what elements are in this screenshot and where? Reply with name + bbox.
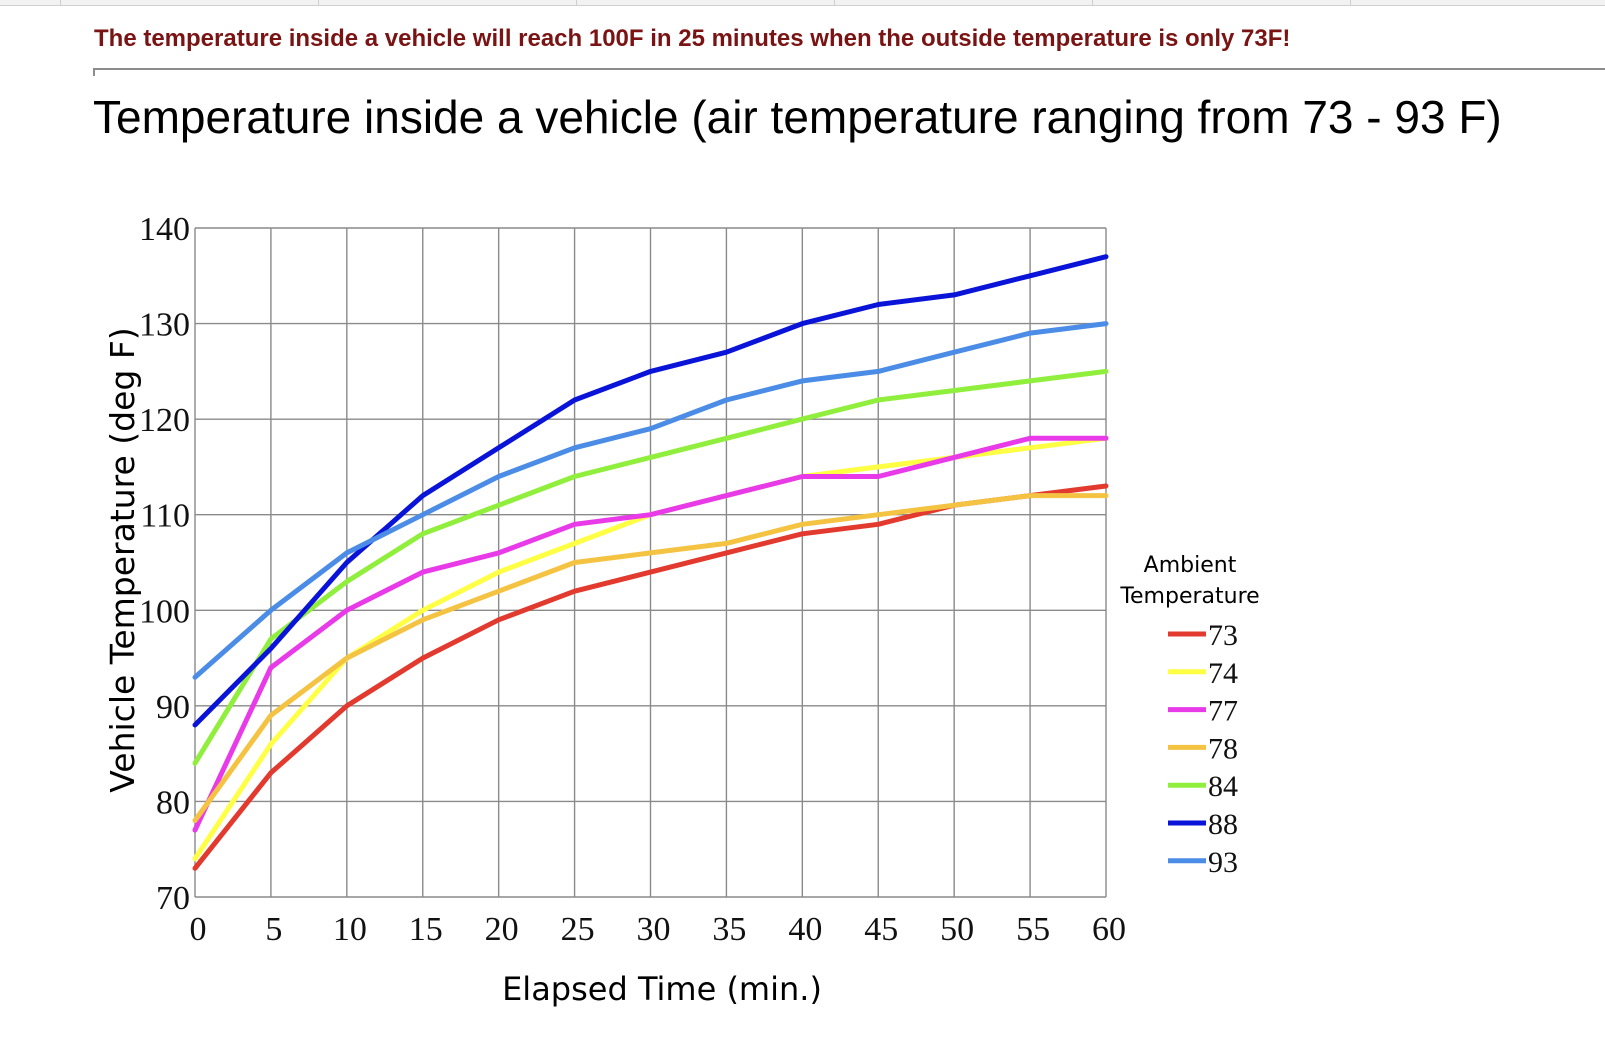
series-line-78 — [192, 493, 1109, 823]
x-tick-label: 45 — [864, 911, 898, 948]
header-divider-tick — [93, 68, 95, 76]
chart-axes: 0 5 10 15 20 25 30 35 40 45 50 55 60 70 80 90 100 110 120 1… — [139, 211, 1126, 948]
y-tick-label: 70 — [156, 880, 190, 917]
y-tick-label: 140 — [139, 211, 190, 248]
x-tick-label: 40 — [788, 911, 822, 948]
x-tick-label: 30 — [637, 911, 671, 948]
tab-separator — [834, 0, 835, 5]
tab-separator — [60, 0, 61, 5]
legend-label-84: 84 — [1208, 770, 1238, 803]
tab-separator — [1092, 0, 1093, 5]
series-line-84 — [192, 368, 1109, 766]
browser-tab-strip — [0, 0, 1605, 6]
y-tick-label: 100 — [139, 593, 190, 630]
legend-label-78: 78 — [1208, 732, 1238, 765]
y-tick-label: 90 — [156, 689, 190, 726]
y-tick-label: 110 — [140, 498, 190, 535]
legend-title-line-1: Ambient — [1144, 553, 1237, 578]
x-tick-label: 35 — [712, 911, 746, 948]
tab-separator — [318, 0, 319, 5]
x-tick-label: 50 — [940, 911, 974, 948]
x-tick-label: 0 — [190, 911, 207, 948]
x-tick-label: 25 — [561, 911, 595, 948]
legend-label-88: 88 — [1208, 808, 1238, 841]
x-tick-label: 60 — [1092, 911, 1126, 948]
chart-series-group — [192, 254, 1109, 871]
y-tick-label: 130 — [139, 307, 190, 344]
tab-separator — [1350, 0, 1351, 5]
series-line-77 — [192, 435, 1109, 833]
series-line-93 — [192, 321, 1109, 680]
legend-label-73: 73 — [1208, 619, 1238, 652]
chart-legend: Ambient Temperature 73 74 77 78 84 88 93 — [1119, 553, 1259, 879]
tab-separator — [576, 0, 577, 5]
header-divider — [93, 68, 1605, 70]
series-line-88 — [192, 254, 1109, 728]
x-tick-label: 10 — [333, 911, 367, 948]
y-tick-label: 120 — [139, 402, 190, 439]
legend-label-74: 74 — [1208, 657, 1238, 690]
x-tick-label: 55 — [1016, 911, 1050, 948]
y-axis-label: Vehicle Temperature (deg F) — [103, 327, 142, 792]
x-tick-label: 5 — [265, 911, 282, 948]
legend-label-93: 93 — [1208, 846, 1238, 879]
y-tick-label: 80 — [156, 784, 190, 821]
chart-title: Temperature inside a vehicle (air temper… — [93, 91, 1502, 143]
legend-label-77: 77 — [1208, 695, 1238, 728]
x-tick-label: 15 — [409, 911, 443, 948]
warning-headline: The temperature inside a vehicle will re… — [94, 25, 1291, 52]
chart-grid — [194, 227, 1107, 898]
x-tick-label: 20 — [485, 911, 519, 948]
x-axis-label: Elapsed Time (min.) — [502, 970, 822, 1008]
legend-title-line-2: Temperature — [1119, 584, 1259, 609]
